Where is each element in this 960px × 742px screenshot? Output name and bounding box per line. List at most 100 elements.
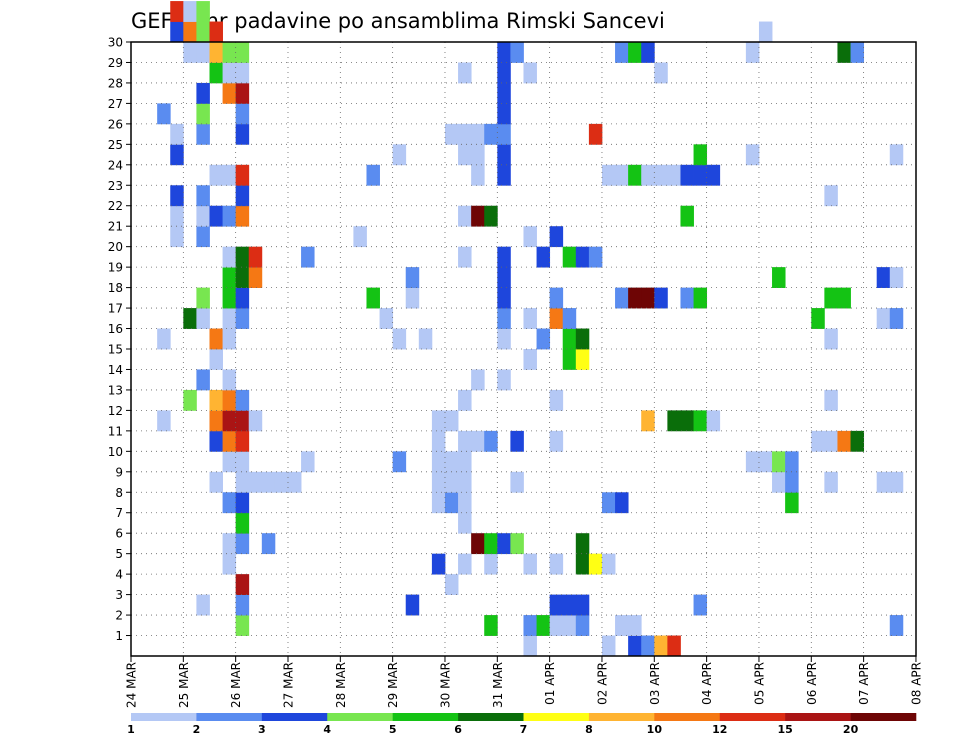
heatmap-cell — [235, 594, 250, 616]
heatmap-cell — [222, 308, 237, 329]
heatmap-cell — [196, 226, 210, 248]
heatmap-cell — [615, 615, 629, 636]
heatmap-cell — [667, 635, 681, 657]
heatmap-cell — [196, 205, 210, 227]
heatmap-cell — [471, 144, 485, 166]
heatmap-cell — [418, 328, 433, 350]
heatmap-cell — [222, 533, 237, 555]
x-axis: 24 MAR 25 MAR 26 MAR 27 MAR 28 MAR 29 MAR 30 M… — [125, 656, 923, 708]
colorbar-label: 2 — [193, 723, 201, 736]
heatmap-cell — [222, 42, 237, 63]
heatmap-cell — [222, 369, 237, 391]
heatmap-cell — [824, 471, 838, 493]
heatmap-cell — [536, 615, 551, 636]
heatmap-cell — [196, 82, 210, 104]
heatmap-cell — [680, 287, 694, 309]
heatmap-cells — [157, 1, 904, 657]
heatmap-cell — [628, 615, 642, 636]
heatmap-cell — [693, 144, 708, 166]
heatmap-cell — [235, 492, 250, 514]
heatmap-cell — [209, 471, 223, 493]
heatmap-cell — [824, 389, 838, 411]
heatmap-cell — [654, 164, 668, 186]
heatmap-cell — [458, 144, 472, 166]
colorbar-segment — [654, 713, 721, 721]
heatmap-cell — [889, 267, 904, 288]
heatmap-cell — [170, 21, 184, 43]
heatmap-cell — [641, 42, 655, 63]
heatmap-cell — [222, 328, 237, 350]
y-tick-label: 12 — [108, 404, 123, 418]
heatmap-cell — [628, 287, 642, 309]
heatmap-cell — [209, 349, 223, 370]
heatmap-cell — [301, 246, 315, 268]
heatmap-cell — [196, 1, 210, 22]
heatmap-cell — [889, 144, 904, 166]
heatmap-cell — [562, 594, 577, 616]
colorbar-segment — [785, 713, 851, 721]
x-tick-label: 08 APR — [909, 662, 923, 705]
y-tick-label: 9 — [115, 465, 123, 479]
y-tick-label: 26 — [108, 117, 123, 131]
x-tick-label: 25 MAR — [177, 662, 191, 708]
heatmap-cell — [235, 287, 250, 309]
heatmap-cell — [235, 533, 250, 555]
heatmap-cell — [353, 226, 367, 248]
heatmap-cell — [641, 410, 655, 432]
y-axis: 1234567891011121314151617181920212223242… — [108, 36, 131, 643]
heatmap-cell — [222, 62, 237, 84]
heatmap-cell — [693, 410, 708, 432]
heatmap-cell — [497, 103, 511, 125]
heatmap-cell — [196, 594, 210, 616]
heatmap-cell — [484, 205, 498, 227]
heatmap-cell — [235, 471, 250, 493]
heatmap-cell — [235, 574, 250, 595]
y-tick-label: 15 — [108, 343, 123, 357]
heatmap-cell — [601, 164, 616, 186]
heatmap-cell — [261, 471, 276, 493]
heatmap-cell — [497, 287, 511, 309]
colorbar-segment — [196, 713, 263, 721]
heatmap-cell — [484, 615, 498, 636]
colorbar-label: 10 — [647, 723, 663, 736]
heatmap-cell — [523, 349, 537, 370]
heatmap-cell — [235, 103, 250, 125]
heatmap-cell — [183, 389, 197, 411]
heatmap-cell — [471, 369, 485, 391]
heatmap-cell — [811, 308, 825, 329]
heatmap-cell — [431, 430, 446, 452]
heatmap-cell — [706, 410, 721, 432]
heatmap-cell — [889, 615, 904, 636]
heatmap-cell — [458, 62, 472, 84]
colorbar-label: 7 — [520, 723, 528, 736]
heatmap-cell — [235, 185, 250, 207]
heatmap-cell — [536, 328, 551, 350]
heatmap-cell — [183, 308, 197, 329]
x-tick-label: 03 APR — [648, 662, 662, 705]
heatmap-cell — [431, 492, 446, 514]
heatmap-cell — [170, 205, 184, 227]
y-tick-label: 17 — [108, 302, 123, 316]
heatmap-cell — [431, 553, 446, 575]
heatmap-cell — [837, 287, 851, 309]
heatmap-cell — [510, 430, 524, 452]
heatmap-cell — [667, 410, 681, 432]
x-tick-label: 26 MAR — [229, 662, 243, 708]
heatmap-cell — [235, 430, 250, 452]
heatmap-cell — [209, 62, 223, 84]
heatmap-cell — [287, 471, 302, 493]
heatmap-cell — [392, 328, 407, 350]
x-tick-label: 06 APR — [805, 662, 819, 705]
heatmap-cell — [601, 492, 616, 514]
heatmap-cell — [196, 287, 210, 309]
heatmap-cell — [196, 123, 210, 145]
heatmap-cell — [196, 369, 210, 391]
y-tick-label: 19 — [108, 261, 123, 275]
y-tick-label: 10 — [108, 445, 123, 459]
heatmap-cell — [824, 430, 838, 452]
heatmap-cell — [209, 21, 223, 43]
heatmap-cell — [680, 205, 694, 227]
heatmap-cell — [876, 308, 891, 329]
heatmap-cell — [497, 164, 511, 186]
y-tick-label: 23 — [108, 179, 123, 193]
